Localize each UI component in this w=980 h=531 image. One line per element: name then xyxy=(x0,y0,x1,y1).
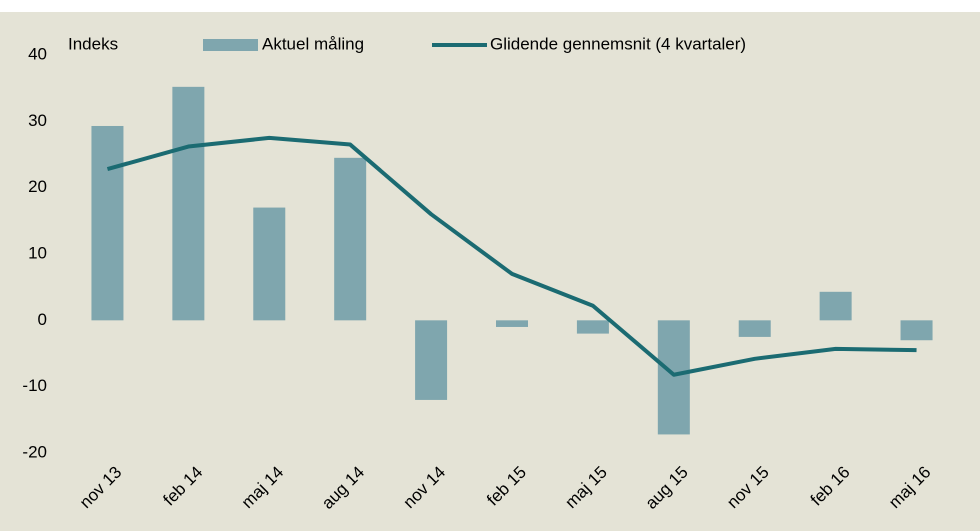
bar xyxy=(819,291,852,321)
bar xyxy=(172,86,205,321)
bar xyxy=(253,207,286,321)
y-tick-label: 40 xyxy=(28,44,47,63)
line xyxy=(106,135,917,377)
y-tick-label: -10 xyxy=(22,376,47,395)
bar xyxy=(576,320,609,334)
legend-swatch xyxy=(203,39,258,51)
y-tick-label: 30 xyxy=(28,111,47,130)
chart-background xyxy=(0,12,980,531)
legend-label: Glidende gennemsnit (4 kvartaler) xyxy=(490,34,746,53)
bar xyxy=(496,320,528,327)
bar xyxy=(900,320,933,341)
bar xyxy=(657,320,690,435)
y-tick-label: 0 xyxy=(38,310,47,329)
y-tick-label: -20 xyxy=(22,442,47,461)
bar xyxy=(415,320,448,400)
bar xyxy=(334,157,367,321)
y-axis-label: Indeks xyxy=(68,34,118,53)
legend-label: Aktuel måling xyxy=(262,34,364,53)
bar xyxy=(738,320,771,337)
y-tick-label: 10 xyxy=(28,243,47,262)
bar xyxy=(91,125,124,321)
y-tick-label: 20 xyxy=(28,177,47,196)
